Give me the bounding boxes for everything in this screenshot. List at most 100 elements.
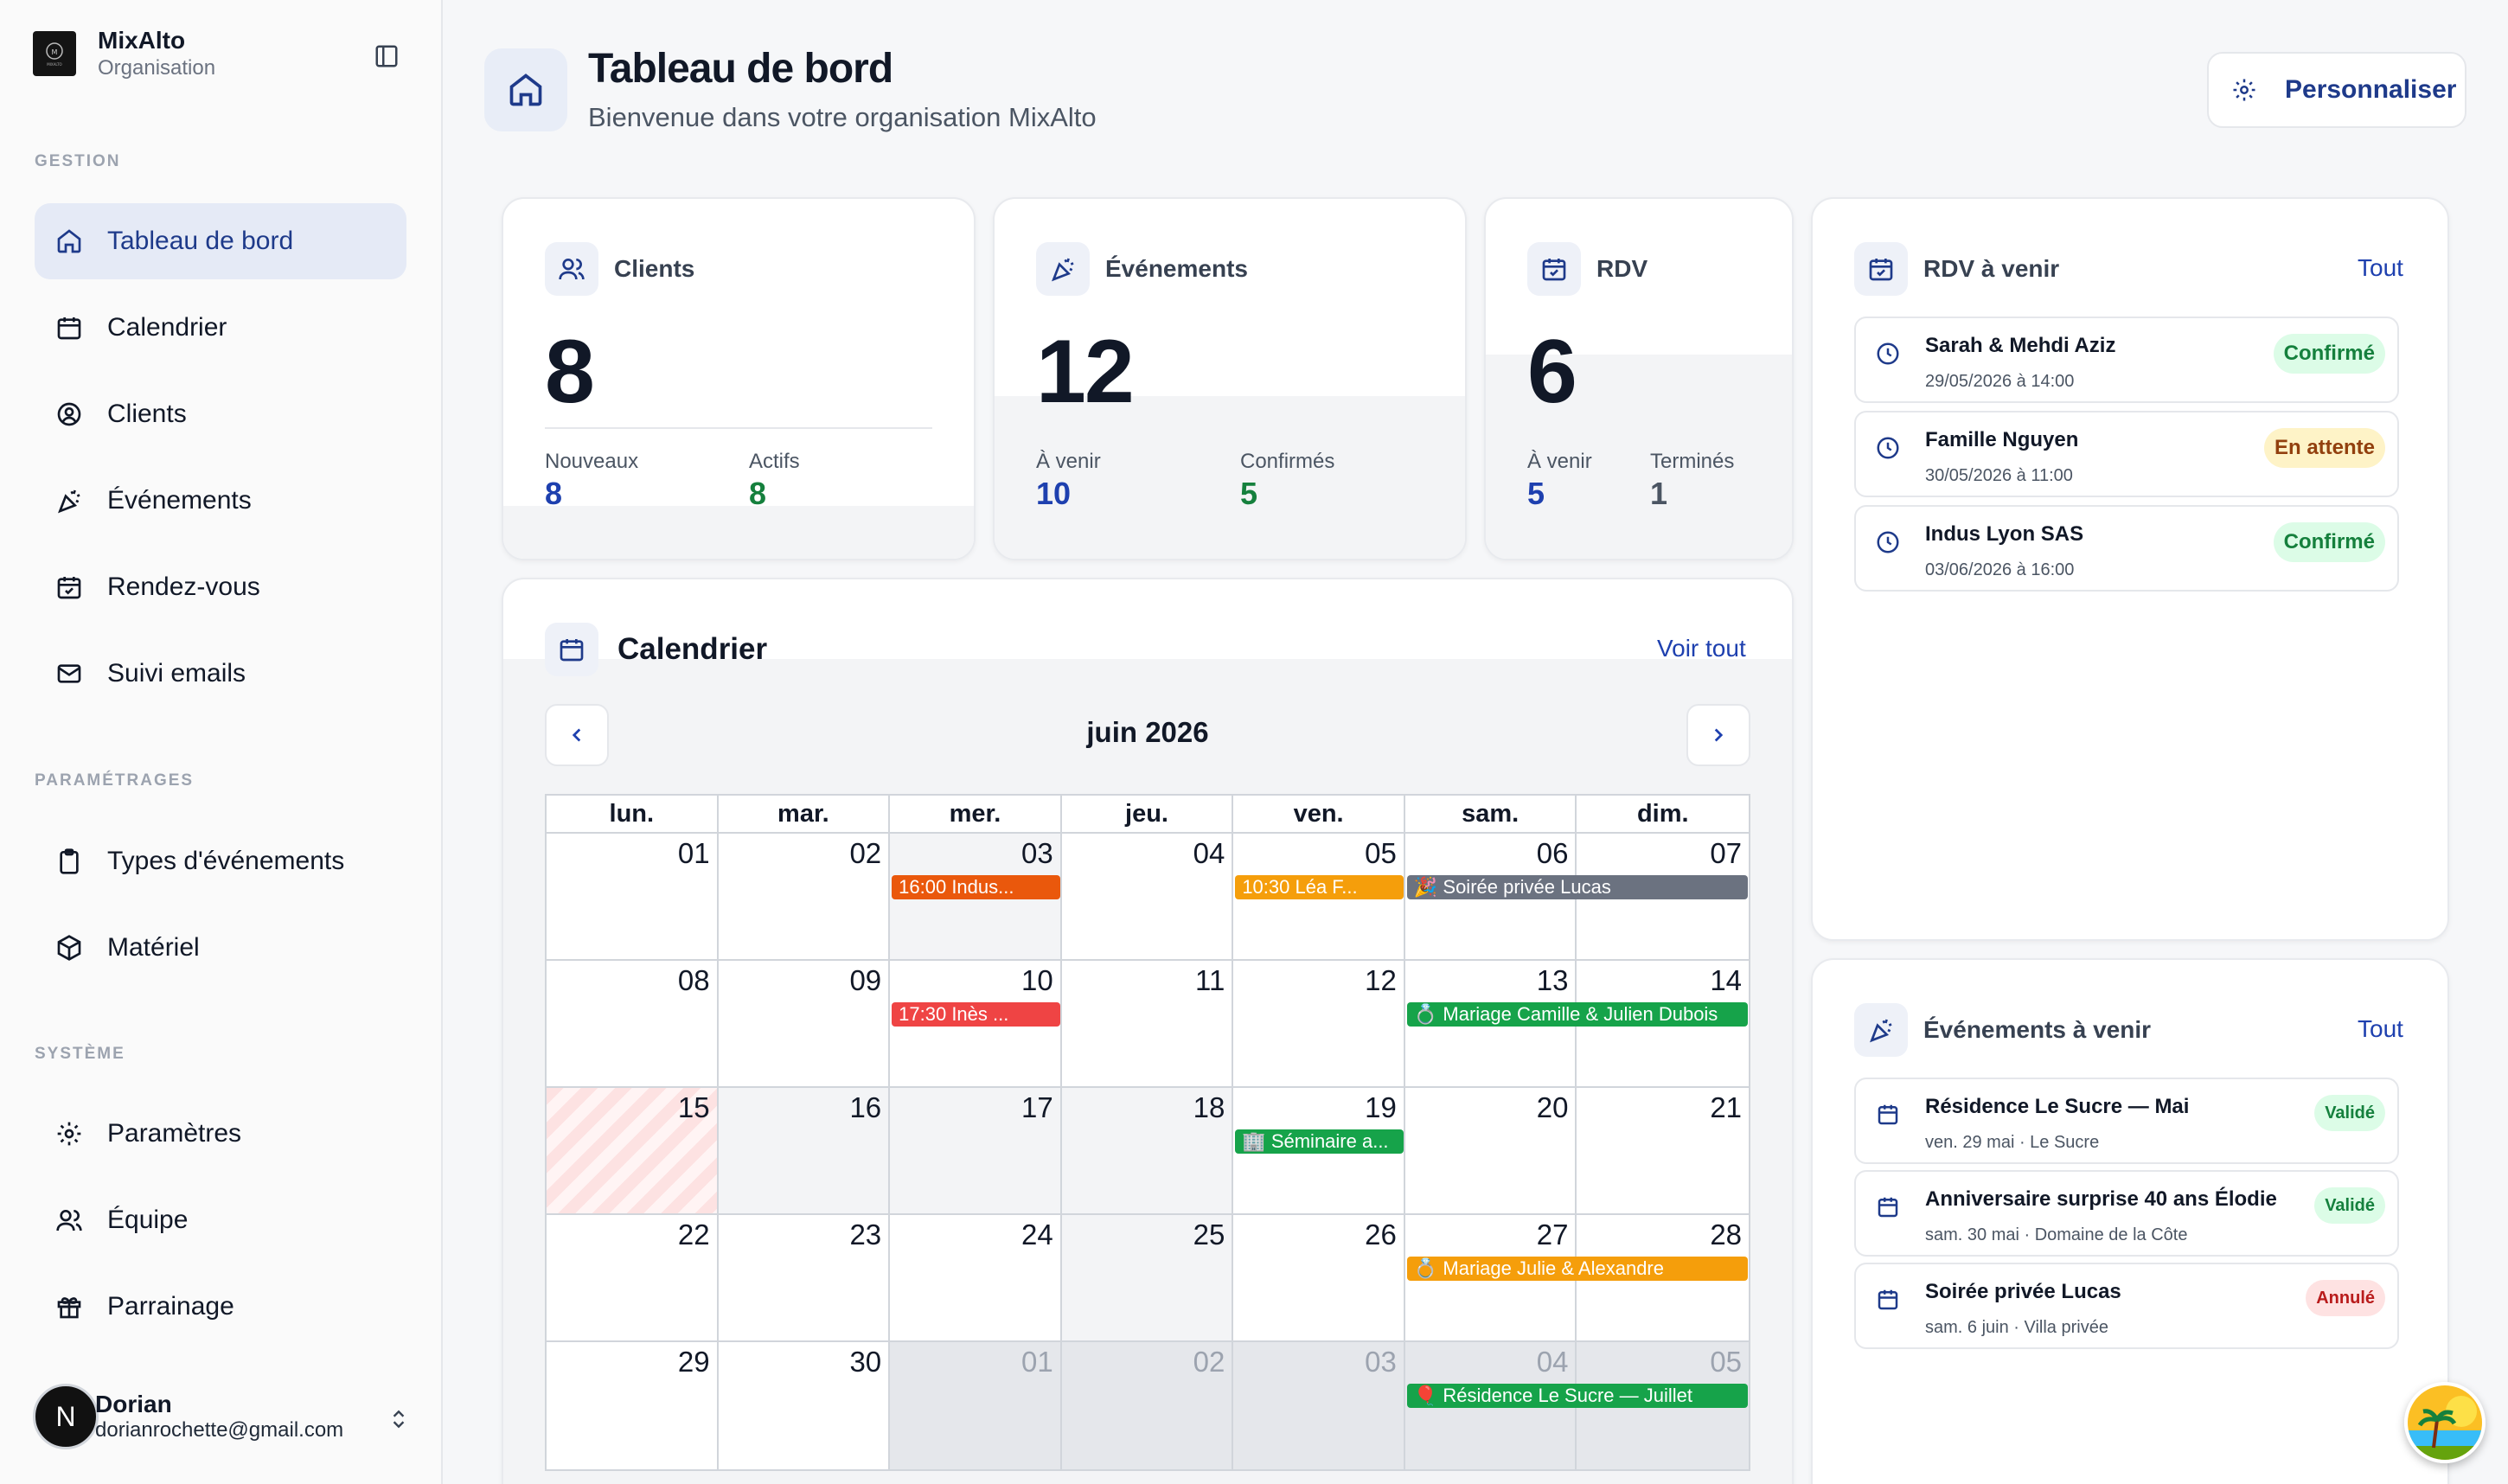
calendar-next-button[interactable] [1686,704,1750,766]
calendar-event[interactable]: 💍 Mariage Julie & Alexandre [1406,1257,1748,1281]
calendar-week: 08 09 10 17:30 Inès ... 11 12 13 💍 Maria… [547,961,1749,1088]
day-cell[interactable]: 21 [1577,1088,1749,1213]
sidebar-item-label: Tableau de bord [107,227,294,255]
calendar-grid: lun. mar. mer. jeu. ven. sam. dim. 01 02… [545,794,1750,1471]
rdv-see-all-link[interactable]: Tout [2358,254,2403,281]
sidebar-item-team[interactable]: Équipe [35,1182,406,1258]
customize-button[interactable]: Personnaliser [2207,52,2466,128]
day-cell[interactable]: 02 [719,834,891,959]
event-datetime: ven. 29 mai · Le Sucre [1925,1133,2100,1152]
calendar-event[interactable]: 17:30 Inès ... [892,1002,1061,1027]
day-cell[interactable]: 27 💍 Mariage Julie & Alexandre [1405,1215,1748,1340]
sidebar-item-events[interactable]: Événements [35,463,406,539]
sidebar-item-label: Suivi emails [107,659,246,688]
sidebar: M MIXALTO MixAlto Organisation GESTION Ta… [0,0,443,1484]
calendar-see-all-link[interactable]: Voir tout [1657,635,1746,662]
calendar-event[interactable]: 🏢 Séminaire a... [1235,1129,1404,1154]
user-menu[interactable]: N Dorian dorianrochette@gmail.com [33,1384,405,1449]
chevrons-up-down-icon[interactable] [387,1408,410,1430]
day-number: 21 [1710,1091,1743,1123]
calendar-event[interactable]: 💍 Mariage Camille & Julien Dubois [1406,1002,1748,1027]
calendar-prev-button[interactable] [545,704,609,766]
day-cell[interactable]: 03 16:00 Indus... [890,834,1062,959]
day-cell[interactable]: 16 [718,1088,891,1213]
event-item[interactable]: Anniversaire surprise 40 ans Élodie sam.… [1854,1170,2399,1257]
calendar-week: 15 16 17 18 19 🏢 Séminaire a... 20 21 [547,1088,1749,1215]
stat-label-active: Actifs [749,450,800,473]
calendar-event[interactable]: 16:00 Indus... [892,875,1061,899]
day-cell[interactable]: 26 [1233,1215,1405,1340]
day-cell-today[interactable]: 15 [547,1088,719,1213]
sidebar-item-event-types[interactable]: Types d'événements [35,823,406,899]
day-cell[interactable]: 13 💍 Mariage Camille & Julien Dubois [1405,961,1748,1086]
day-cell[interactable]: 10 17:30 Inès ... [890,961,1062,1086]
day-cell[interactable]: 04 [1062,834,1234,959]
calendar-event[interactable]: 10:30 Léa F... [1235,875,1404,899]
day-number: 26 [1365,1219,1397,1251]
day-cell-other-month[interactable]: 04 🎈 Résidence Le Sucre — Juillet [1404,1342,1748,1469]
stat-card-rdv[interactable]: RDV 6 À venir 5 Terminés 1 [1484,197,1794,560]
status-badge: Confirmé [2273,522,2385,562]
day-cell[interactable]: 05 10:30 Léa F... [1233,834,1405,959]
sidebar-item-equipment[interactable]: Matériel [35,910,406,986]
sidebar-toggle-icon[interactable] [374,43,400,69]
sidebar-item-label: Paramètres [107,1119,242,1148]
day-cell[interactable]: 09 [719,961,891,1086]
day-cell[interactable]: 06 🎉 Soirée privée Lucas [1405,834,1748,959]
day-cell[interactable]: 08 [547,961,719,1086]
day-cell[interactable]: 18 [1061,1088,1234,1213]
stat-value-upcoming: 5 [1527,476,1545,511]
day-cell[interactable]: 12 [1233,961,1405,1086]
day-cell[interactable]: 30 [719,1342,891,1469]
day-cell[interactable]: 11 [1062,961,1234,1086]
assistant-fab-button[interactable] [2404,1382,2486,1463]
day-number: 14 [1710,964,1743,996]
user-name: Dorian [95,1391,172,1417]
event-item[interactable]: Soirée privée Lucas sam. 6 juin · Villa … [1854,1263,2399,1349]
divider [545,427,932,429]
day-cell[interactable]: 14 [1577,961,1749,1086]
calendar-event[interactable]: 🎉 Soirée privée Lucas [1406,875,1748,899]
sidebar-item-settings[interactable]: Paramètres [35,1096,406,1172]
rdv-item[interactable]: Famille Nguyen 30/05/2026 à 11:00 En att… [1854,411,2399,497]
stat-label-confirmed: Confirmés [1240,450,1335,473]
day-cell-other-month[interactable]: 01 [890,1342,1062,1469]
sidebar-item-calendar[interactable]: Calendrier [35,290,406,366]
day-cell[interactable]: 24 [890,1215,1062,1340]
avatar: N [33,1384,99,1449]
sidebar-item-appointments[interactable]: Rendez-vous [35,549,406,625]
stat-card-clients[interactable]: Clients 8 Nouveaux 8 Actifs 8 [502,197,976,560]
day-cell[interactable]: 25 [1061,1215,1234,1340]
day-cell[interactable]: 17 [890,1088,1062,1213]
org-switcher[interactable]: M MIXALTO MixAlto Organisation [33,26,215,81]
gear-icon [2233,79,2255,101]
day-number: 13 [1536,964,1569,996]
sidebar-item-dashboard[interactable]: Tableau de bord [35,203,406,279]
day-cell-other-month[interactable]: 02 [1061,1342,1234,1469]
day-cell[interactable]: 20 [1405,1088,1577,1213]
rdv-item[interactable]: Indus Lyon SAS 03/06/2026 à 16:00 Confir… [1854,505,2399,592]
day-number: 09 [849,964,882,996]
day-cell[interactable]: 28 [1577,1215,1749,1340]
sidebar-item-emails[interactable]: Suivi emails [35,636,406,712]
event-item[interactable]: Résidence Le Sucre — Mai ven. 29 mai · L… [1854,1078,2399,1164]
day-cell[interactable]: 19 🏢 Séminaire a... [1233,1088,1405,1213]
day-cell[interactable]: 23 [719,1215,891,1340]
sidebar-item-clients[interactable]: Clients [35,376,406,452]
sidebar-item-referral[interactable]: Parrainage [35,1269,406,1345]
day-number: 18 [1193,1091,1225,1123]
rdv-item[interactable]: Sarah & Mehdi Aziz 29/05/2026 à 14:00 Co… [1854,317,2399,403]
events-see-all-link[interactable]: Tout [2358,1015,2403,1042]
day-cell[interactable]: 22 [547,1215,719,1340]
day-cell-other-month[interactable]: 03 [1233,1342,1405,1469]
day-number: 10 [1021,964,1053,996]
day-cell[interactable]: 29 [547,1342,719,1469]
weekday-label: ven. [1233,796,1405,832]
calendar-month-label: juin 2026 [1086,716,1209,748]
stat-card-events[interactable]: Événements 12 À venir 10 Confirmés 5 [993,197,1467,560]
calendar-event[interactable]: 🎈 Résidence Le Sucre — Juillet [1406,1384,1748,1408]
clock-icon [1875,529,1901,555]
day-cell[interactable]: 01 [547,834,719,959]
day-number: 27 [1536,1219,1569,1251]
day-cell[interactable]: 07 [1577,834,1749,959]
